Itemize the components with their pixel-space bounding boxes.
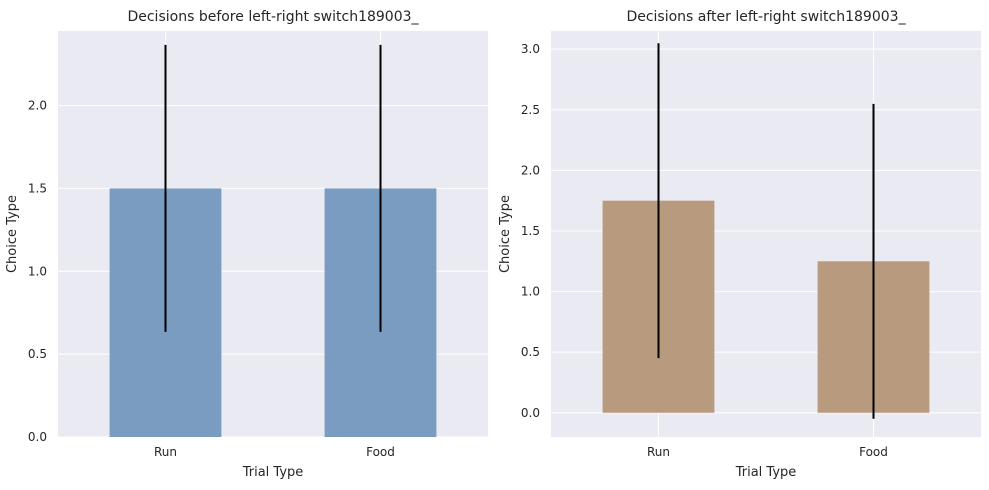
y-tick-label: 1.0 <box>28 264 47 278</box>
x-tick-label: Food <box>859 445 888 459</box>
error-bars <box>164 44 382 332</box>
x-tick-label: Food <box>366 445 395 459</box>
x-tick-label: Run <box>154 445 177 459</box>
y-tick-labels: 0.0 0.5 1.0 1.5 2.0 <box>28 99 47 444</box>
y-tick-label: 0.5 <box>521 345 540 359</box>
y-axis-label: Choice Type <box>5 195 20 273</box>
y-tick-label: 0.0 <box>28 430 47 444</box>
chart-after-switch: 0.0 0.5 1.0 1.5 2.0 2.5 3.0 Run Food Decisions … <box>498 9 981 480</box>
y-tick-label: 2.5 <box>521 103 540 117</box>
x-axis-label: Trial Type <box>242 465 304 480</box>
y-tick-labels: 0.0 0.5 1.0 1.5 2.0 2.5 3.0 <box>521 42 540 420</box>
y-tick-label: 2.0 <box>28 99 47 113</box>
chart-before-switch: 0.0 0.5 1.0 1.5 2.0 Run Food Decisions before… <box>5 9 488 480</box>
y-tick-label: 0.5 <box>28 347 47 361</box>
y-tick-label: 0.0 <box>521 406 540 420</box>
chart-title: Decisions after left-right switch189003_ <box>626 9 906 25</box>
y-tick-label: 3.0 <box>521 42 540 56</box>
x-tick-labels: Run Food <box>154 445 395 459</box>
error-bars <box>657 43 875 419</box>
y-axis-label: Choice Type <box>498 195 513 273</box>
y-tick-label: 2.0 <box>521 163 540 177</box>
x-tick-label: Run <box>647 445 670 459</box>
y-tick-label: 1.0 <box>521 285 540 299</box>
x-axis-label: Trial Type <box>735 465 797 480</box>
y-tick-label: 1.5 <box>28 181 47 195</box>
x-tick-labels: Run Food <box>647 445 888 459</box>
chart-title: Decisions before left-right switch189003… <box>127 9 419 25</box>
y-tick-label: 1.5 <box>521 224 540 238</box>
